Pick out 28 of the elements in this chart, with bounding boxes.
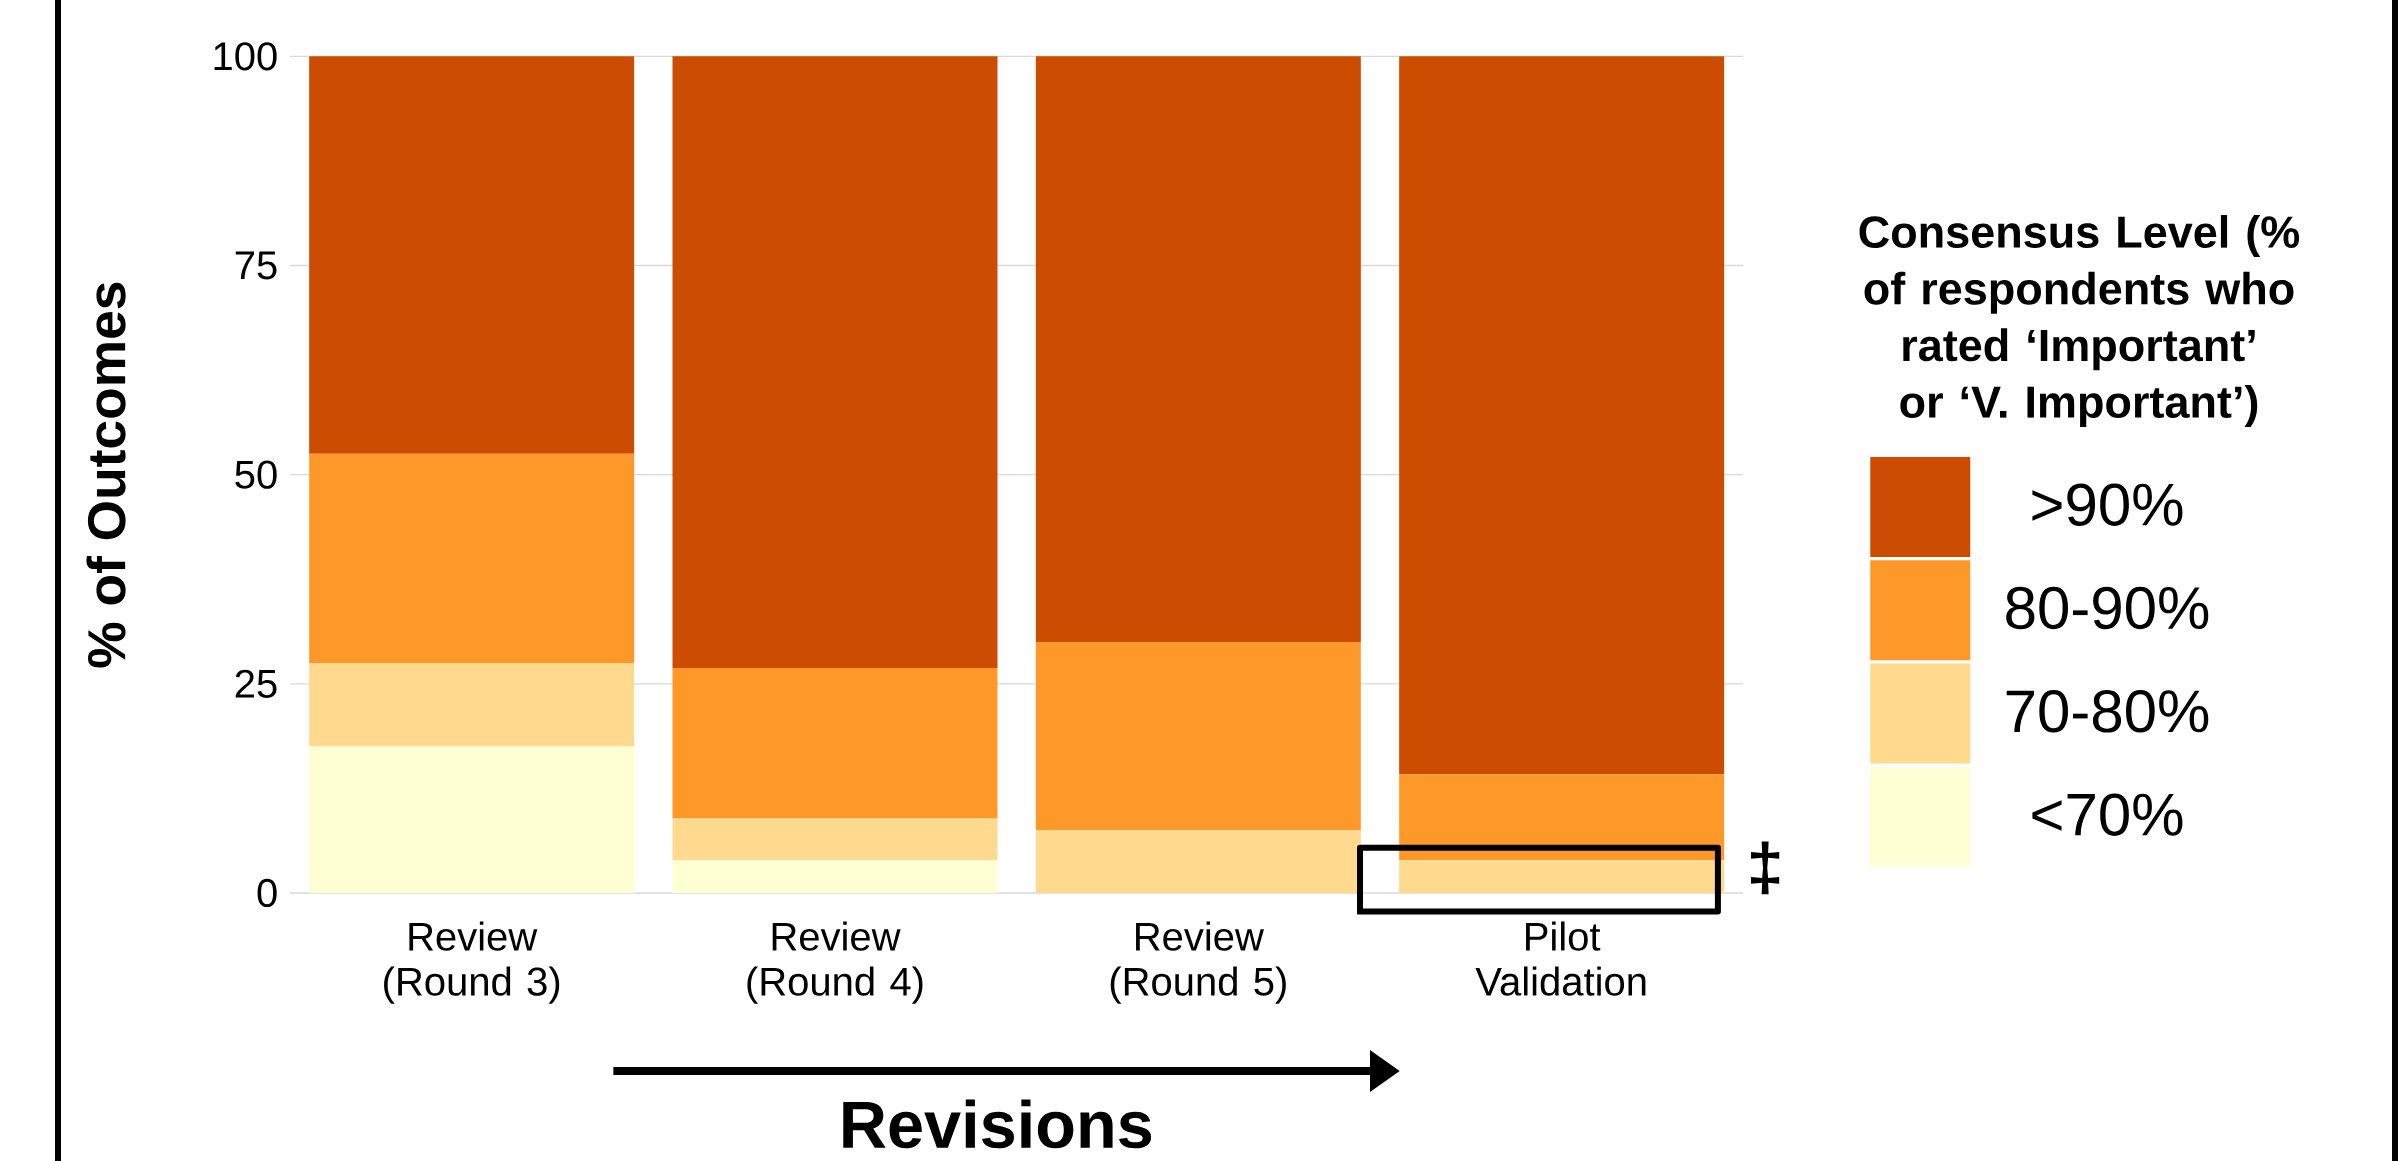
y-axis-title: % of Outcomes [86, 282, 126, 668]
bar [309, 56, 635, 454]
text: ‡ [1751, 841, 1780, 895]
x-tick-label: Pilot Validation [1475, 921, 1646, 996]
legend-label: 80-90% [2006, 586, 2209, 630]
x-tick-label: Review (Round 5) [1110, 921, 1286, 1004]
legend-label: >90% [2032, 483, 2183, 526]
x-axis-title: Revisions [843, 1099, 1152, 1149]
legend-title: Consensus Level (% of respondents who rated ‘Important’ or ‘V. Important’) [1859, 215, 2300, 427]
y-tick-label: 25 [235, 669, 277, 698]
legend-label: 70-80% [2006, 690, 2209, 733]
bar [309, 746, 635, 893]
x-tick-label: Review (Round 4) [747, 921, 923, 1004]
bar [672, 860, 998, 893]
legend-label: <70% [2032, 793, 2183, 836]
x-tick-label: Review (Round 3) [384, 921, 560, 1004]
bar [309, 453, 635, 663]
y-tick-label: 100 [214, 42, 277, 71]
bar [672, 56, 998, 668]
bar [1035, 641, 1361, 831]
bar [672, 667, 998, 819]
bar [1035, 56, 1361, 642]
bar [1399, 56, 1725, 775]
bar [672, 818, 998, 861]
y-tick-label: 75 [235, 251, 277, 280]
y-tick-label: 0 [257, 878, 277, 908]
bar [309, 662, 635, 747]
y-tick-label: 50 [235, 460, 277, 489]
